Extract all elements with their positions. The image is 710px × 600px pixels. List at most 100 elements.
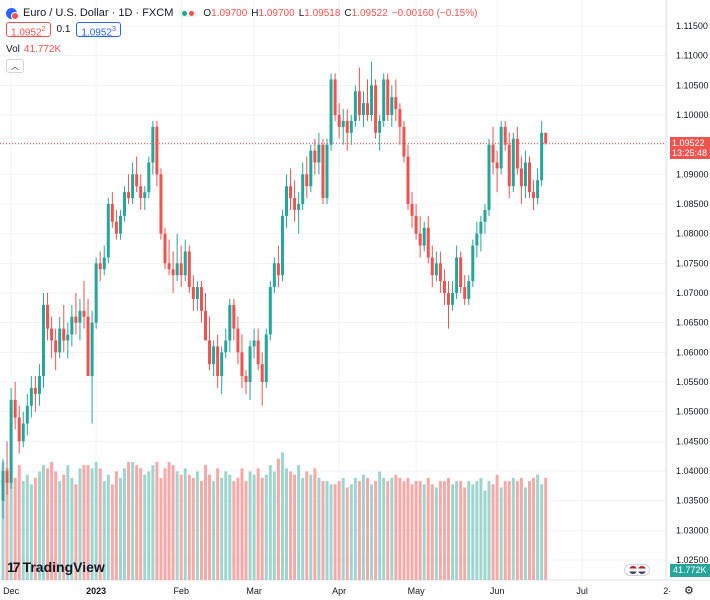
volume-bar — [378, 471, 382, 580]
candle-body — [309, 150, 313, 187]
volume-bar — [139, 468, 143, 580]
candle-body — [491, 144, 495, 163]
candle-body — [5, 471, 9, 483]
candle-body — [208, 340, 212, 365]
volume-bar — [382, 477, 386, 580]
volume-bar — [353, 477, 357, 580]
candle-body — [285, 186, 288, 216]
gear-icon[interactable]: ⚙ — [684, 585, 694, 597]
candle-body — [106, 204, 110, 258]
volume-bar — [232, 481, 236, 580]
volume-bar — [357, 481, 361, 580]
candle-body — [74, 316, 78, 323]
chevron-up-icon: ︿ — [11, 61, 19, 71]
candle-body — [171, 269, 175, 276]
volume-bar — [163, 468, 167, 580]
volume-bar — [329, 484, 333, 580]
candle-body — [143, 192, 147, 199]
candle-body — [519, 168, 523, 187]
candle-body — [66, 334, 70, 341]
candle-body — [426, 227, 430, 258]
volume-bar — [220, 477, 224, 580]
volume-bar — [143, 474, 147, 580]
volume-bar — [471, 484, 475, 580]
candle-body — [382, 79, 386, 121]
volume-bar — [341, 477, 345, 580]
volume-bar — [544, 477, 548, 580]
volume-bar — [463, 487, 467, 580]
candle-body — [264, 334, 268, 382]
price-tick-label: 1.06000 — [676, 347, 709, 357]
volume-bar — [442, 481, 446, 580]
candle-body — [37, 376, 41, 394]
candle-body — [86, 316, 90, 377]
volume-bar — [29, 484, 33, 580]
volume-bar — [430, 484, 434, 580]
volume-bar — [228, 474, 232, 580]
candle-body — [175, 263, 179, 276]
candle-body — [135, 174, 139, 187]
candle-body — [268, 287, 272, 335]
candle-body — [398, 109, 402, 127]
candle-body — [333, 79, 337, 115]
volume-bar — [106, 474, 110, 580]
volume-bar — [224, 471, 228, 580]
candle-body — [337, 115, 341, 127]
logo-text: TradingView — [22, 559, 105, 575]
candle-body — [459, 257, 463, 288]
volume-bar — [361, 474, 365, 580]
volume-bar — [272, 471, 276, 580]
volume-bar — [208, 474, 212, 580]
volume-bar — [191, 477, 195, 580]
candle-body — [366, 103, 369, 115]
volume-bar — [66, 465, 70, 580]
collapse-legend-button[interactable]: ︿ — [6, 59, 24, 73]
volume-legend[interactable]: Vol 41.772K — [6, 44, 61, 55]
candle-body — [495, 162, 499, 169]
current-price-value: 1.09522 — [672, 138, 705, 148]
volume-bar — [349, 484, 353, 580]
volume-bar — [532, 477, 536, 580]
ohlc-change: −0.00160 (−0.15%) — [391, 7, 478, 19]
candle-body — [499, 126, 503, 169]
time-tick-label: Mar — [246, 586, 262, 596]
tradingview-logo[interactable]: 17 TradingView — [7, 559, 105, 575]
volume-bar — [46, 468, 50, 580]
candle-body — [195, 287, 199, 299]
volume-bar — [276, 458, 280, 580]
candle-body — [236, 328, 240, 353]
price-tick-label: 1.03500 — [676, 496, 709, 506]
currency-flags-icon[interactable] — [624, 564, 650, 576]
price-axis[interactable]: 1.115001.110001.105001.100001.095001.090… — [676, 21, 709, 565]
buy-button[interactable]: 1.09523 — [76, 22, 121, 38]
candle-body — [390, 97, 394, 115]
candle-body — [240, 352, 244, 377]
status-dot-icon — [182, 10, 188, 16]
volume-bar — [410, 484, 414, 580]
volume-bar — [515, 481, 519, 580]
volume-bar — [467, 481, 471, 580]
candle-body — [260, 364, 264, 382]
ohlc-close: C1.09522 — [344, 7, 388, 19]
volume-bar — [33, 477, 37, 580]
market-status-pill[interactable] — [179, 9, 198, 17]
volume-bar — [333, 484, 337, 580]
candle-body — [386, 79, 390, 115]
symbol-title[interactable]: Euro / U.S. Dollar · 1D · FXCM — [23, 7, 174, 19]
candle-body — [139, 186, 143, 199]
volume-bar — [422, 484, 426, 580]
candle-body — [329, 79, 333, 145]
volume-bar — [175, 471, 179, 580]
volume-bar — [13, 477, 17, 580]
candle-body — [151, 126, 155, 163]
time-tick-label: Feb — [173, 586, 189, 596]
candle-body — [434, 263, 438, 276]
time-axis[interactable]: Dec 2023 Feb Mar Apr May Jun Jul 2· — [3, 586, 671, 596]
sell-button[interactable]: 1.09522 — [6, 22, 51, 38]
volume-bar — [248, 471, 252, 580]
candle-body — [414, 215, 418, 234]
volume-bar — [483, 490, 487, 580]
candle-body — [54, 340, 58, 353]
volume-bar — [123, 468, 126, 580]
